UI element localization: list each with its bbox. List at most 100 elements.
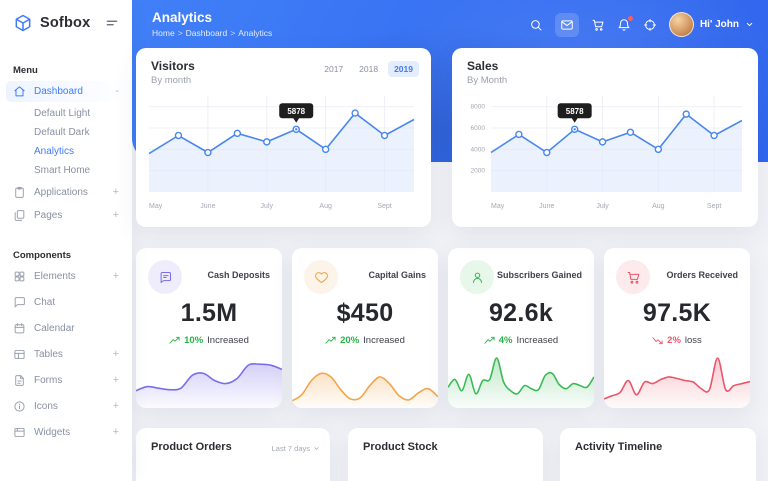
orders-received-sparkline-chart — [604, 357, 750, 408]
svg-text:Sept: Sept — [377, 203, 391, 210]
sidebar-subitem-analytics[interactable]: Analytics — [6, 142, 126, 161]
sidebar-item-label: Applications — [34, 187, 88, 198]
stat-delta-label: Increased — [363, 335, 405, 346]
stat-card-head: Cash Deposits — [136, 248, 282, 294]
stat-card-head: Capital Gains — [292, 248, 438, 294]
sofbox-logo-icon — [13, 13, 33, 33]
trend-up-icon — [169, 335, 180, 346]
breadcrumb-item[interactable]: Home — [152, 28, 175, 38]
expand-indicator: + — [112, 400, 119, 412]
breadcrumb-item[interactable]: Analytics — [238, 28, 273, 38]
expand-indicator: - — [115, 85, 119, 97]
stat-card-head: Subscribers Gained — [448, 248, 594, 294]
sales-title: Sales — [467, 59, 499, 73]
stat-value: 92.6k — [488, 299, 554, 327]
stat-title: Capital Gains — [368, 270, 426, 280]
trend-up-icon — [325, 335, 336, 346]
sales-card: Sales By Month 8000 6000 4000 2000 May June Ju… — [452, 48, 758, 227]
visitors-subtitle: By month — [151, 75, 192, 86]
year-tab-2017[interactable]: 2017 — [324, 64, 344, 74]
sales-line-chart: 8000 6000 4000 2000 May June July Aug Sept 5878 — [471, 96, 743, 210]
product-orders-card: Product Orders Last 7 days — [136, 428, 330, 481]
capital-gains-sparkline-chart — [292, 372, 438, 408]
sidebar-item-label: Forms — [34, 375, 63, 386]
sidebar-item-icons[interactable]: Icons + — [6, 396, 126, 417]
sidebar-item-label: Pages — [34, 210, 63, 221]
breadcrumb-separator: > — [230, 28, 236, 38]
target-button[interactable] — [643, 18, 657, 32]
stat-card-orders-received: Orders Received 97.5K 2% loss — [604, 248, 750, 408]
user-greeting: Hi' John — [699, 19, 739, 30]
main-nav: Dashboard - Default Light Default Dark A… — [6, 81, 126, 226]
svg-text:5878: 5878 — [566, 107, 584, 116]
svg-text:June: June — [200, 203, 215, 210]
notification-dot — [627, 15, 633, 21]
chevron-down-icon — [746, 22, 753, 27]
brand-name: Sofbox — [40, 15, 91, 31]
sidebar-subitem-smart-home[interactable]: Smart Home — [6, 161, 126, 180]
breadcrumb-separator: > — [177, 28, 183, 38]
stat-title: Subscribers Gained — [496, 270, 582, 280]
page-title: Analytics — [152, 10, 213, 25]
sidebar-item-forms[interactable]: Forms + — [6, 370, 126, 391]
sidebar-item-label: Chat — [34, 297, 56, 308]
sidebar-item-label: Calendar — [34, 323, 75, 334]
bell-button[interactable] — [617, 15, 633, 32]
activity-timeline-card: Activity Timeline — [560, 428, 756, 481]
sidebar-item-widgets[interactable]: Widgets + — [6, 422, 126, 443]
sidebar-subitem-label: Smart Home — [34, 165, 91, 176]
stat-title: Cash Deposits — [207, 270, 270, 280]
sidebar-item-label: Tables — [34, 349, 63, 360]
table-icon — [13, 348, 26, 361]
svg-text:2000: 2000 — [471, 168, 486, 175]
sidebar-subitem-default-dark[interactable]: Default Dark — [6, 123, 126, 142]
info-icon — [13, 400, 26, 413]
stat-delta-percent: 20% — [340, 335, 360, 346]
page-head: Analytics Home > Dashboard > Analytics — [152, 10, 272, 38]
user-avatar — [668, 12, 694, 37]
stat-value: $450 — [336, 299, 394, 327]
search-button[interactable] — [529, 18, 543, 32]
svg-text:Aug: Aug — [319, 203, 332, 210]
year-tabs: 2017 2018 2019 — [318, 61, 419, 77]
svg-text:June: June — [539, 203, 554, 210]
expand-indicator: + — [112, 374, 119, 386]
sidebar-item-label: Dashboard — [34, 86, 83, 97]
stat-delta-percent: 2% — [667, 335, 681, 346]
sidebar-item-chat[interactable]: Chat — [6, 292, 126, 313]
date-range-dropdown[interactable]: Last 7 days — [272, 444, 320, 453]
year-tab-2018[interactable]: 2018 — [359, 64, 379, 74]
cart-button[interactable] — [591, 18, 605, 32]
stat-delta-label: Increased — [207, 335, 249, 346]
sidebar-item-applications[interactable]: Applications + — [6, 182, 126, 203]
svg-text:8000: 8000 — [471, 104, 486, 111]
sidebar-item-calendar[interactable]: Calendar — [6, 318, 126, 339]
breadcrumb-item[interactable]: Dashboard — [185, 28, 228, 38]
chat-icon — [13, 296, 26, 309]
svg-text:May: May — [491, 203, 505, 210]
sidebar-subitem-default-light[interactable]: Default Light — [6, 104, 126, 123]
stat-value: 1.5M — [180, 299, 238, 327]
sidebar-item-elements[interactable]: Elements + — [6, 266, 126, 287]
calendar-icon — [13, 322, 26, 335]
visitors-title: Visitors — [151, 59, 195, 73]
mail-button[interactable] — [554, 12, 579, 37]
breadcrumb: Home > Dashboard > Analytics — [152, 28, 272, 38]
year-tab-2019[interactable]: 2019 — [388, 61, 419, 77]
sidebar-item-dashboard[interactable]: Dashboard - — [6, 81, 126, 102]
product-stock-title: Product Stock — [363, 441, 438, 453]
sidebar-item-label: Widgets — [34, 427, 71, 438]
sidebar-item-tables[interactable]: Tables + — [6, 344, 126, 365]
user-icon — [460, 260, 494, 294]
svg-text:Sept: Sept — [707, 203, 721, 210]
svg-text:July: July — [596, 203, 609, 210]
sidebar-toggle-icon[interactable] — [105, 16, 119, 30]
expand-indicator: + — [112, 426, 119, 438]
trend-down-icon — [652, 335, 663, 346]
stat-delta-label: loss — [684, 335, 702, 346]
user-menu[interactable]: Hi' John — [668, 12, 754, 37]
expand-indicator: + — [112, 348, 119, 360]
chevron-down-icon — [314, 447, 319, 450]
sidebar-item-pages[interactable]: Pages + — [6, 205, 126, 226]
stat-delta-percent: 10% — [184, 335, 204, 346]
